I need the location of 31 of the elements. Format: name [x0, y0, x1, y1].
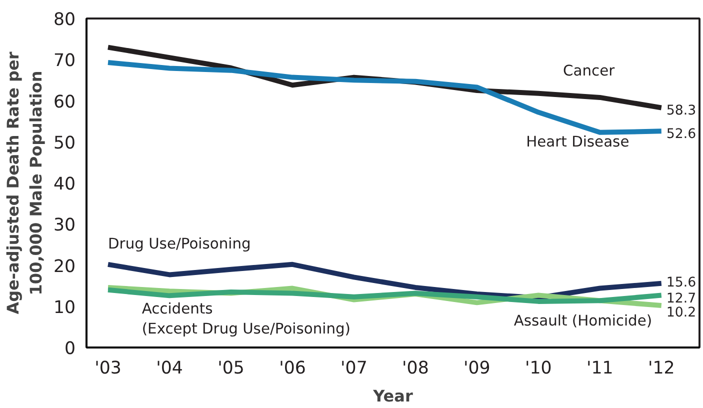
x-tick-label: '05 [218, 358, 244, 378]
x-tick-label: '12 [648, 358, 675, 378]
data-label: 58.3 [666, 104, 696, 119]
y-tick-label: 40 [53, 174, 76, 194]
x-tick-label: '07 [340, 358, 368, 378]
series-label: Heart Disease [526, 133, 630, 150]
data-label: 15.6 [666, 276, 696, 291]
data-label: 10.2 [666, 305, 696, 320]
x-tick-label: '10 [525, 358, 552, 378]
data-label: 52.6 [666, 127, 696, 142]
x-tick-label: '11 [586, 358, 614, 378]
x-tick-label: '09 [464, 358, 490, 378]
y-tick-label: 0 [64, 339, 76, 359]
series-label: Assault (Homicide) [514, 312, 652, 330]
data-label: 12.7 [666, 291, 696, 306]
y-tick-label: 80 [53, 10, 76, 30]
y-tick-label: 60 [53, 92, 76, 112]
y-tick-label: 50 [53, 133, 76, 154]
x-tick-label: '03 [94, 358, 122, 378]
y-tick-label: 10 [53, 298, 76, 318]
x-axis-title: Year [372, 386, 413, 406]
y-tick-label: 70 [53, 51, 76, 72]
y-axis-title: Age-adjusted Death Rate per 100,000 Male Population [4, 52, 46, 314]
series-label: Accidents (Except Drug Use/Poisoning) [142, 300, 351, 338]
x-tick-label: '06 [279, 358, 306, 378]
y-tick-label: 30 [53, 216, 76, 236]
x-tick-label: '04 [156, 358, 183, 378]
series-label: Cancer [563, 62, 616, 80]
x-tick-label: '08 [402, 358, 429, 378]
series-label: Drug Use/Poisoning [108, 235, 251, 252]
y-tick-label: 20 [53, 256, 76, 277]
